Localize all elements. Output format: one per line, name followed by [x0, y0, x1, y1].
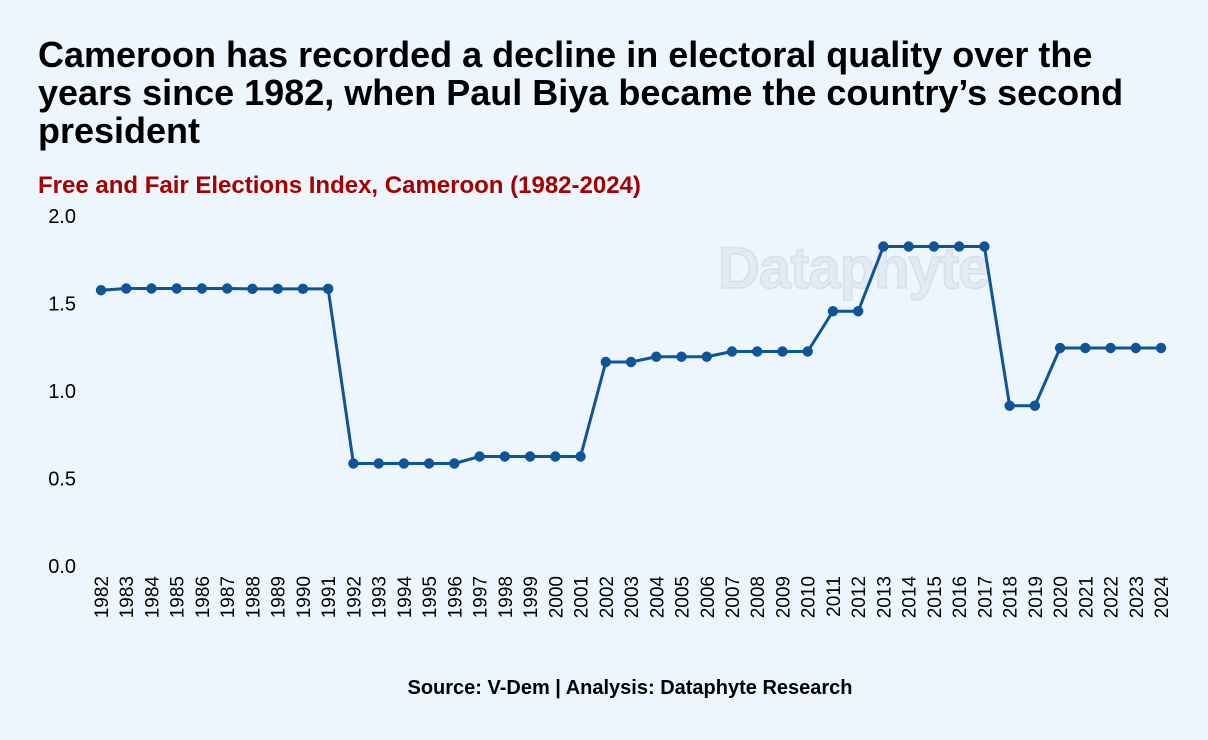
x-tick-label: 1987 — [218, 576, 239, 618]
x-tick-label: 1983 — [117, 576, 138, 618]
x-tick-label: 1990 — [294, 576, 315, 618]
x-tick-label: 2023 — [1127, 576, 1148, 618]
x-tick-label: 1992 — [344, 576, 365, 618]
x-tick-label: 2015 — [925, 576, 946, 618]
x-axis: 1982 1983 1984 1985 1986 1987 1988 1989 1990 1991… — [92, 576, 1173, 619]
x-tick-label: 2018 — [1001, 576, 1022, 618]
x-tick-label: 1996 — [445, 576, 466, 618]
data-point — [1054, 342, 1066, 354]
data-point — [423, 458, 435, 469]
data-point — [1080, 342, 1091, 354]
y-tick-label: 0.0 — [48, 556, 76, 578]
x-tick-label: 2011 — [824, 576, 845, 617]
data-point — [777, 346, 788, 357]
series-line — [100, 245, 1162, 465]
data-point — [1004, 400, 1015, 411]
x-tick-label: 2003 — [622, 576, 643, 618]
data-point — [348, 458, 359, 469]
x-tick-label: 2006 — [698, 576, 719, 618]
data-point — [651, 351, 662, 362]
data-point — [322, 283, 334, 295]
data-point — [726, 346, 738, 357]
data-point — [499, 451, 511, 462]
data-point — [474, 451, 485, 462]
x-tick-label: 1984 — [142, 576, 163, 619]
x-tick-label: 2001 — [572, 576, 593, 618]
data-point — [802, 346, 813, 357]
x-tick-label: 2020 — [1051, 576, 1072, 618]
data-point — [95, 285, 107, 296]
data-point — [600, 356, 611, 368]
data-point — [550, 451, 561, 462]
chart-title: Cameroon has recorded a decline in elect… — [38, 34, 1124, 151]
data-point — [575, 451, 586, 462]
data-point — [297, 283, 309, 295]
x-tick-label: 2008 — [748, 576, 769, 618]
x-tick-label: 1986 — [193, 576, 214, 618]
x-tick-label: 1989 — [269, 576, 290, 618]
data-point — [1029, 400, 1041, 411]
y-axis: 0.0 0.5 1.0 1.5 2.0 — [48, 206, 76, 578]
x-tick-label: 1982 — [92, 576, 113, 618]
x-tick-label: 2014 — [900, 576, 921, 619]
x-tick-label: 1985 — [168, 576, 189, 618]
data-point — [625, 356, 637, 368]
data-point — [222, 283, 233, 294]
data-point — [853, 306, 864, 317]
x-tick-label: 2019 — [1026, 576, 1047, 618]
x-tick-label: 2010 — [799, 576, 820, 618]
x-tick-label: 2024 — [1152, 576, 1173, 619]
x-tick-label: 1993 — [370, 576, 391, 618]
data-point — [247, 283, 258, 295]
data-point — [676, 351, 687, 362]
data-point — [1105, 342, 1116, 354]
x-tick-label: 1998 — [496, 576, 517, 618]
source-note: Source: V-Dem | Analysis: Dataphyte Rese… — [407, 677, 853, 699]
data-point — [1130, 342, 1142, 354]
data-point — [1155, 342, 1167, 354]
data-point — [928, 241, 940, 252]
data-point — [752, 346, 763, 357]
x-tick-label: 2009 — [773, 576, 794, 618]
data-point — [878, 241, 889, 252]
data-point — [196, 283, 208, 294]
data-point — [373, 458, 384, 469]
y-tick-label: 1.5 — [48, 294, 76, 316]
x-tick-label: 2007 — [723, 576, 744, 618]
data-point — [524, 451, 536, 462]
x-tick-label: 2012 — [849, 576, 870, 618]
data-point — [171, 283, 182, 294]
data-point — [701, 351, 712, 362]
data-point — [953, 241, 965, 252]
x-tick-label: 2005 — [673, 576, 694, 618]
y-tick-label: 2.0 — [48, 206, 76, 228]
y-tick-label: 1.0 — [48, 381, 76, 403]
x-tick-label: 2002 — [597, 576, 618, 618]
data-point — [272, 283, 283, 295]
x-tick-label: 1997 — [471, 576, 492, 618]
data-point — [398, 458, 410, 469]
x-tick-label: 2013 — [874, 576, 895, 618]
x-tick-label: 1995 — [420, 576, 441, 618]
x-tick-label: 2022 — [1102, 576, 1123, 618]
data-point — [979, 241, 990, 252]
x-tick-label: 1994 — [395, 576, 416, 619]
x-tick-label: 2004 — [647, 576, 668, 619]
data-point — [827, 306, 839, 317]
data-point — [903, 241, 914, 252]
x-tick-label: 2021 — [1076, 576, 1097, 618]
y-tick-label: 0.5 — [48, 469, 76, 491]
data-point — [146, 283, 157, 294]
data-point — [121, 283, 132, 294]
x-tick-label: 1988 — [243, 576, 264, 618]
chart-subtitle: Free and Fair Elections Index, Cameroon … — [38, 172, 641, 199]
x-tick-label: 1991 — [319, 576, 340, 618]
x-tick-label: 2016 — [950, 576, 971, 618]
x-tick-label: 2017 — [975, 576, 996, 618]
data-point — [449, 458, 460, 469]
x-tick-label: 1999 — [521, 576, 542, 618]
x-tick-label: 2000 — [546, 576, 567, 618]
series-group — [95, 241, 1167, 469]
